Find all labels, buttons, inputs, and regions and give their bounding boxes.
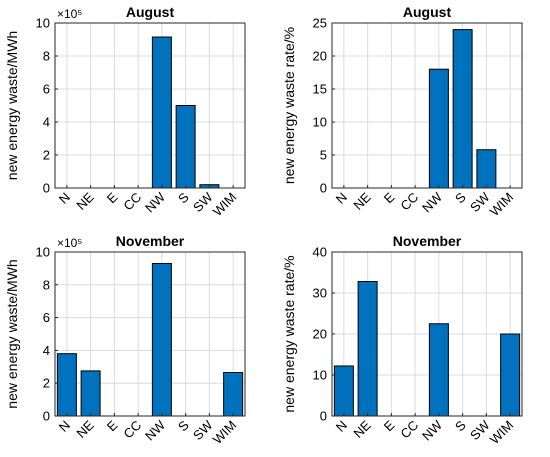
y-tick-label: 2 [43,376,50,391]
y-tick-label: 8 [43,277,50,292]
plot-frame [331,22,523,189]
plot-frame [54,22,246,189]
y-tick-label: 2 [43,148,50,163]
x-tick-label-cc: CC [120,190,144,214]
y-tick-label: 10 [36,16,50,31]
x-tick-label-nw: NW [142,189,168,215]
bar-nw [428,323,449,417]
x-tick-label-nw: NW [419,189,445,215]
y-tick-label: 10 [36,245,50,260]
x-tick-label-ne: NE [73,189,97,213]
bar-sw [476,149,497,189]
y-tick-label: 5 [320,148,327,163]
y-tick-label: 25 [313,16,327,31]
x-tick-label-e: E [104,417,121,434]
bar-nw [151,36,172,189]
chart-title: November [116,233,185,249]
y-tick-label: 20 [313,49,327,64]
x-tick-label-wim: WIM [487,190,516,219]
x-tick-label-e: E [381,417,398,434]
y-tick-label: 15 [313,82,327,97]
y-axis-label: new energy waste/MWh [4,31,20,180]
x-tick-label-n: N [333,418,350,435]
y-tick-label: 40 [313,245,327,260]
y-tick-label: 20 [313,327,327,342]
y-axis-label: new energy waste rate/% [281,255,297,412]
x-tick-label-n: N [56,418,73,435]
x-tick-label-wim: WIM [487,418,516,447]
x-tick-label-n: N [333,190,350,207]
y-tick-label: 6 [43,310,50,325]
chart-title: August [403,4,452,20]
bar-nw [151,262,172,417]
x-tick-label-e: E [104,189,121,206]
y-exponent-label: ×10⁵ [57,236,82,250]
x-tick-label-e: E [381,189,398,206]
bar-wim [500,333,521,417]
x-tick-label-ne: NE [350,189,374,213]
x-tick-label-cc: CC [120,418,144,442]
bar-ne [357,281,378,417]
bar-nw [428,68,449,189]
x-tick-label-nw: NW [142,417,168,443]
y-axis-label: new energy waste/MWh [4,259,20,408]
y-tick-label: 4 [43,343,50,358]
y-tick-label: 8 [43,49,50,64]
bar-wim [223,372,244,417]
y-tick-label: 0 [43,181,50,196]
bar-ne [80,370,101,417]
y-tick-label: 10 [313,115,327,130]
bar-s [452,29,473,189]
y-tick-label: 30 [313,286,327,301]
chart-title: November [393,233,462,249]
x-tick-label-ne: NE [350,417,374,441]
y-exponent-label: ×10⁵ [57,7,82,21]
y-tick-label: 4 [43,115,50,130]
bar-s [175,105,196,189]
x-tick-label-cc: CC [397,190,421,214]
y-tick-label: 0 [320,409,327,424]
y-tick-label: 0 [43,409,50,424]
x-tick-label-wim: WIM [210,418,239,447]
x-tick-label-nw: NW [419,417,445,443]
chart-title: August [126,4,175,20]
x-tick-label-wim: WIM [210,190,239,219]
plot-frame [54,251,246,417]
y-tick-label: 0 [320,181,327,196]
bar-n [333,365,354,417]
x-tick-label-cc: CC [397,418,421,442]
y-tick-label: 6 [43,82,50,97]
x-tick-label-ne: NE [73,417,97,441]
y-tick-label: 10 [313,368,327,383]
x-tick-label-n: N [56,190,73,207]
y-axis-label: new energy waste rate/% [281,27,297,184]
bar-n [56,353,77,417]
